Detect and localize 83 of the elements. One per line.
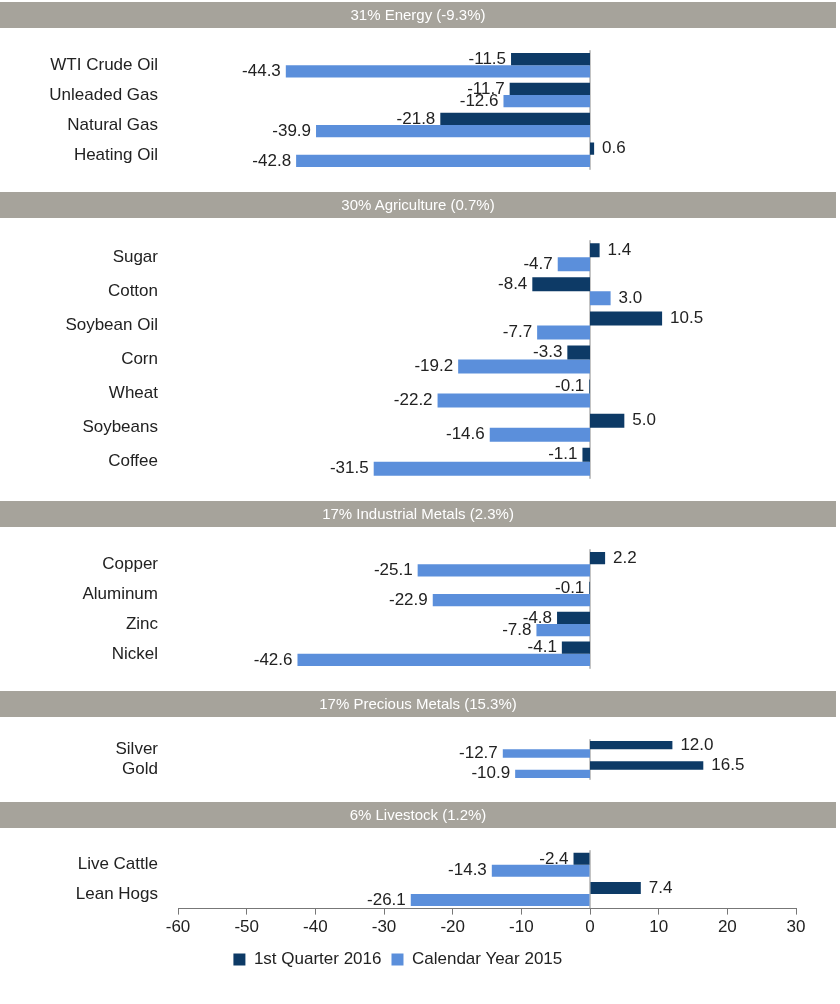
y-tick-label: Heating Oil [73, 144, 158, 164]
y-tick-label: Gold [122, 759, 158, 779]
y-tick-label: Copper [102, 553, 159, 573]
data-label: -42.6 [253, 649, 293, 669]
y-tick-label: Natural Gas [67, 114, 158, 134]
data-label: 10.5 [670, 308, 704, 328]
data-label: -10.9 [471, 763, 511, 783]
bar [373, 461, 590, 476]
bar [489, 427, 590, 442]
bar [458, 359, 590, 374]
data-label: -0.1 [555, 376, 585, 396]
x-tick-label: -50 [234, 917, 259, 937]
legend-label: Calendar Year 2015 [411, 949, 563, 969]
data-label: -42.8 [252, 150, 292, 170]
y-tick-label: Unleaded Gas [49, 84, 158, 104]
data-label: -22.2 [393, 390, 433, 410]
data-label: -19.2 [414, 356, 454, 376]
data-label: -26.1 [367, 889, 406, 909]
y-tick-label: Soybeans [82, 417, 158, 437]
data-label: -4.7 [523, 253, 553, 273]
data-label: -12.7 [459, 743, 498, 763]
x-tick-label: 0 [585, 917, 595, 937]
x-tick-label: 10 [649, 917, 669, 937]
chart-title: 17% Industrial Metals (2.3%) [0, 501, 836, 527]
data-label: -21.8 [396, 108, 436, 128]
data-label: 5.0 [632, 410, 656, 430]
data-label: -11.5 [468, 48, 507, 68]
data-label: -39.9 [272, 120, 312, 140]
data-label: -31.5 [329, 458, 369, 478]
y-tick-label: WTI Crude Oil [50, 54, 158, 74]
bar [567, 345, 590, 360]
y-tick-label: Wheat [108, 383, 159, 403]
data-label: -0.1 [555, 577, 585, 597]
chart-title: 6% Livestock (1.2%) [0, 802, 836, 828]
bar [532, 277, 590, 292]
bar [437, 393, 590, 408]
data-label: -1.1 [548, 444, 578, 464]
data-label: -22.9 [389, 589, 428, 609]
data-label: 16.5 [711, 755, 745, 775]
data-label: -2.4 [539, 848, 569, 868]
bar [582, 447, 590, 462]
chart-title: 30% Agriculture (0.7%) [0, 192, 836, 218]
x-tick-label: -40 [303, 917, 328, 937]
y-tick-label: Aluminum [82, 583, 158, 603]
bar [537, 325, 590, 340]
data-label: -8.4 [498, 274, 528, 294]
y-tick-label: Cotton [107, 281, 158, 301]
data-label: -7.7 [502, 322, 533, 342]
y-tick-label: Corn [121, 349, 158, 369]
legend-label: 1st Quarter 2016 [253, 949, 382, 969]
bar [590, 243, 600, 258]
data-label: 3.0 [618, 288, 643, 307]
bar [590, 311, 663, 326]
data-label: -25.1 [373, 559, 413, 579]
data-label: -4.1 [527, 637, 557, 657]
data-label: 2.2 [613, 547, 637, 567]
x-tick-label: -20 [440, 917, 465, 937]
y-tick-label: Zinc [125, 613, 159, 633]
x-tick-label: 20 [717, 917, 737, 937]
y-tick-label: Sugar [112, 246, 159, 266]
chart-title: 31% Energy (-9.3%) [0, 2, 836, 28]
x-tick-label: -10 [509, 917, 534, 937]
chart-title: 17% Precious Metals (15.3%) [0, 691, 836, 717]
data-label: 7.4 [648, 877, 673, 897]
y-tick-label: Soybean Oil [65, 315, 158, 335]
data-label: 0.6 [602, 138, 626, 158]
data-label: -14.6 [446, 424, 485, 444]
data-label: 12.0 [680, 734, 714, 754]
x-tick-label: 30 [786, 917, 806, 937]
bar [590, 291, 611, 306]
x-tick-label: -30 [371, 917, 397, 937]
data-label: -44.3 [242, 60, 281, 80]
x-tick-label: -60 [165, 917, 191, 937]
y-tick-label: Silver [115, 739, 159, 759]
data-label: 1.4 [607, 239, 632, 259]
data-label: -3.3 [533, 342, 563, 362]
data-label: -14.3 [448, 860, 487, 880]
y-tick-label: Nickel [111, 643, 158, 663]
y-tick-label: Lean Hogs [75, 883, 158, 903]
bar [590, 413, 625, 428]
y-tick-label: Live Cattle [77, 854, 158, 874]
y-tick-label: Coffee [108, 451, 158, 471]
bar [557, 257, 590, 272]
